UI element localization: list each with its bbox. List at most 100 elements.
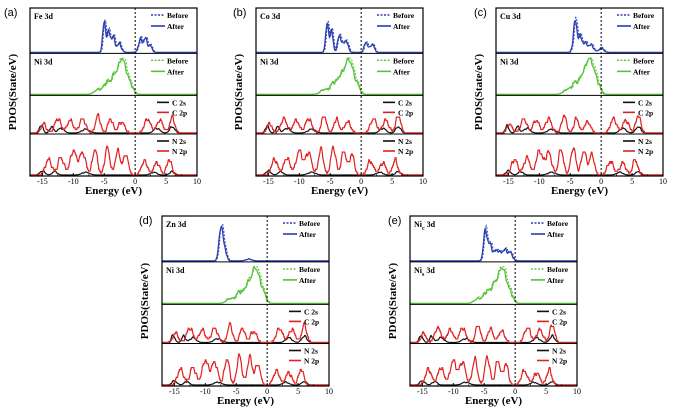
x-tick-label: -5 xyxy=(481,387,488,396)
x-tick-label: 0 xyxy=(359,177,363,186)
legend-p-label: C 2p xyxy=(398,108,413,117)
series-p-line xyxy=(496,114,663,134)
x-tick-label: 10 xyxy=(573,387,581,396)
legend-after-label: After xyxy=(547,230,565,239)
legend-before-label: Before xyxy=(299,265,321,274)
legend-after-label: After xyxy=(299,230,317,239)
legend-before-label: Before xyxy=(633,11,655,20)
series-s-line xyxy=(410,380,577,386)
x-tick-label: 0 xyxy=(513,387,517,396)
pdos-subplot: Cu 3d Before After xyxy=(496,11,663,54)
legend-s-label: N 2s xyxy=(304,347,318,356)
y-axis-label: PDOS(State/eV) xyxy=(139,262,151,339)
y-axis-label: PDOS(State/eV) xyxy=(233,53,245,130)
species-label-subscript: c xyxy=(422,226,425,232)
legend-before-label: Before xyxy=(167,11,189,20)
pdos-subplot: N 2sN 2p xyxy=(256,137,423,176)
legend-p-label: N 2p xyxy=(398,147,413,156)
legend-after-label: After xyxy=(167,67,185,76)
x-tick-label: 5 xyxy=(544,387,548,396)
species-label: Nic 3d xyxy=(414,220,436,232)
legend-after-label: After xyxy=(167,22,185,31)
x-tick-label: 10 xyxy=(325,387,333,396)
species-label: Ni 3d xyxy=(34,57,53,66)
plot-frame xyxy=(409,215,578,387)
species-label: Fe 3d xyxy=(34,12,53,21)
pdos-subplot: C 2sC 2p xyxy=(410,307,577,344)
series-after-line xyxy=(410,227,577,262)
series-after-line xyxy=(256,57,423,96)
pdos-panel: (a) PDOS(State/eV) Fe 3d Before After Ni 3d Be… xyxy=(4,7,201,197)
x-tick-label: 10 xyxy=(659,177,667,186)
x-axis-label: Energy (eV) xyxy=(311,185,368,197)
legend-after-label: After xyxy=(633,67,651,76)
legend-s-label: C 2s xyxy=(552,307,566,316)
pdos-subplot: N 2sN 2p xyxy=(496,137,663,176)
series-p-line xyxy=(256,116,423,134)
pdos-subplot: Zn 3d Before After xyxy=(162,219,329,262)
series-s-line xyxy=(30,125,197,134)
pdos-subplot: Ni 3d Before After xyxy=(30,56,197,96)
x-axis-label: Energy (eV) xyxy=(465,395,522,407)
plot-frame xyxy=(495,7,664,177)
series-s-line xyxy=(256,169,423,176)
x-tick-label: -15 xyxy=(503,177,514,186)
x-tick-label: 0 xyxy=(133,177,137,186)
legend-s-label: N 2s xyxy=(172,137,186,146)
series-after-line xyxy=(496,19,663,54)
legend-p-label: C 2p xyxy=(304,317,319,326)
legend-before-label: Before xyxy=(167,56,189,65)
series-s-line xyxy=(496,123,663,134)
legend-after-label: After xyxy=(299,276,317,285)
pdos-subplot: N 2sN 2p xyxy=(30,137,197,176)
series-s-line xyxy=(256,124,423,134)
legend-s-label: C 2s xyxy=(638,98,652,107)
pdos-subplot: C 2sC 2p xyxy=(162,307,329,344)
x-tick-label: -15 xyxy=(37,177,48,186)
pdos-subplot: Nic 3d Before After xyxy=(410,219,577,262)
pdos-subplot: Ni 3d Before After xyxy=(496,56,663,96)
legend-p-label: C 2p xyxy=(172,108,187,117)
series-s-line xyxy=(496,169,663,176)
series-p-line xyxy=(30,145,197,176)
legend-before-label: Before xyxy=(299,219,321,228)
x-tick-label: -15 xyxy=(169,387,180,396)
pdos-subplot: N 2sN 2p xyxy=(410,347,577,386)
species-label-suffix: 3d xyxy=(425,220,436,229)
x-tick-label: -5 xyxy=(567,177,574,186)
x-tick-label: -10 xyxy=(448,387,459,396)
x-tick-label: 10 xyxy=(419,177,427,186)
panel-label: (c) xyxy=(474,7,487,19)
legend-s-label: N 2s xyxy=(552,347,566,356)
pdos-panel: (d) PDOS(State/eV) Zn 3d Before After Ni 3d Be… xyxy=(139,215,333,407)
series-s-line xyxy=(162,334,329,344)
x-tick-label: 5 xyxy=(630,177,634,186)
x-axis-label: Energy (eV) xyxy=(217,395,274,407)
series-after-line xyxy=(496,57,663,96)
x-axis-label: Energy (eV) xyxy=(85,185,142,197)
species-label: Ni 3d xyxy=(260,57,279,66)
species-label: Co 3d xyxy=(260,12,281,21)
pdos-subplot: C 2sC 2p xyxy=(256,98,423,134)
series-after-line xyxy=(30,58,197,96)
legend-s-label: C 2s xyxy=(172,98,186,107)
pdos-subplot: Nis 3d Before After xyxy=(410,265,577,305)
pdos-subplot: Ni 3d Before After xyxy=(162,265,329,305)
series-p-line xyxy=(162,322,329,344)
legend-s-label: N 2s xyxy=(638,137,652,146)
plot-frame xyxy=(161,215,330,387)
pdos-panel: (c) PDOS(State/eV) Cu 3d Before After Ni 3d Be… xyxy=(473,7,667,197)
legend-after-label: After xyxy=(393,22,411,31)
panel-label: (a) xyxy=(4,7,17,19)
x-tick-label: -5 xyxy=(101,177,108,186)
series-s-line xyxy=(30,169,197,176)
pdos-subplot: Ni 3d Before After xyxy=(256,56,423,96)
series-after-line xyxy=(410,267,577,305)
y-axis-label: PDOS(State/eV) xyxy=(7,53,19,130)
legend-p-label: C 2p xyxy=(552,317,567,326)
pdos-panel: (b) PDOS(State/eV) Co 3d Before After Ni 3d Be… xyxy=(233,7,427,197)
x-tick-label: -15 xyxy=(263,177,274,186)
pdos-subplot: C 2sC 2p xyxy=(496,98,663,134)
legend-p-label: N 2p xyxy=(304,357,319,366)
x-tick-label: -15 xyxy=(417,387,428,396)
